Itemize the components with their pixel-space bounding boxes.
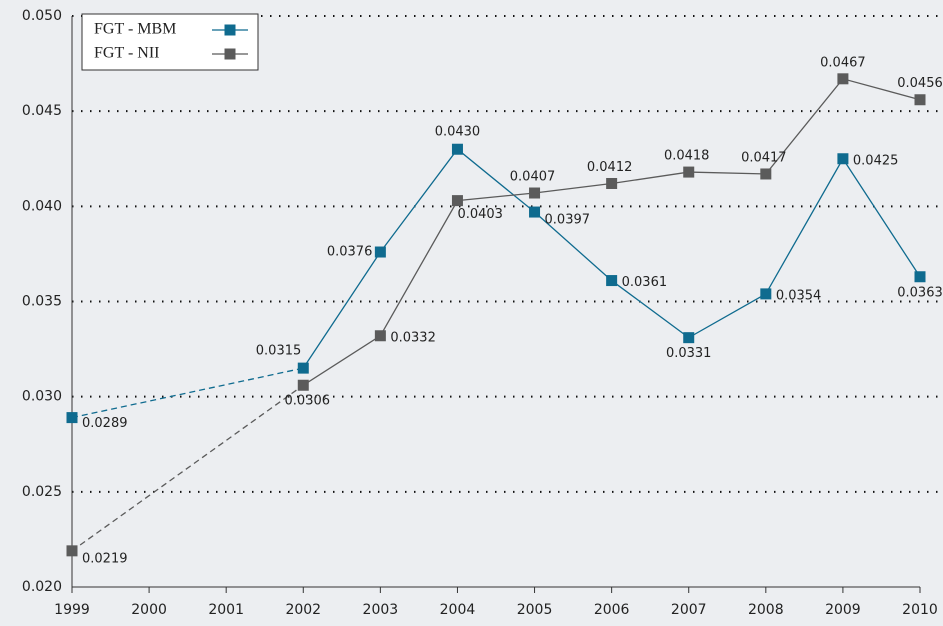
x-tick-label: 2003 [363,602,399,618]
point-marker [451,143,463,155]
point-marker [837,153,849,165]
point-marker [374,330,386,342]
data-label: 0.0354 [776,288,822,303]
x-tick-label: 2001 [208,602,244,618]
x-tick-label: 2002 [285,602,321,618]
x-tick-label: 1999 [54,602,90,618]
x-tick-label: 2007 [671,602,707,618]
y-tick-label: 0.040 [22,198,62,214]
y-tick-label: 0.025 [22,484,62,500]
point-marker [914,271,926,283]
data-label: 0.0467 [820,55,866,70]
data-label: 0.0219 [82,551,128,566]
y-tick-label: 0.050 [22,8,62,24]
data-label: 0.0403 [457,207,503,222]
data-label: 0.0417 [741,150,787,165]
data-label: 0.0331 [666,346,712,361]
legend-label: FGT - NII [94,45,159,62]
point-marker [914,94,926,106]
legend-label: FGT - MBM [94,21,176,38]
point-marker [606,177,618,189]
data-label: 0.0407 [510,170,556,185]
data-label: 0.0289 [82,416,128,431]
legend-box [81,13,259,71]
point-marker [374,246,386,258]
point-marker [529,187,541,199]
point-marker [451,195,463,207]
x-tick-label: 2008 [748,602,784,618]
y-tick-label: 0.030 [22,389,62,405]
point-marker [297,362,309,374]
data-label: 0.0361 [622,275,668,290]
y-tick-label: 0.045 [22,103,62,119]
data-label: 0.0376 [327,245,373,260]
point-marker [683,166,695,178]
point-marker [683,332,695,344]
data-label: 0.0306 [285,394,331,409]
point-marker [837,73,849,85]
x-tick-label: 2005 [517,602,553,618]
point-marker [760,288,772,300]
x-tick-label: 2004 [440,602,476,618]
point-marker [66,545,78,557]
data-label: 0.0456 [897,76,943,91]
point-marker [66,412,78,424]
y-tick-label: 0.035 [22,294,62,310]
data-label: 0.0332 [390,330,436,345]
data-label: 0.0430 [435,125,481,140]
data-label: 0.0412 [587,160,633,175]
data-label: 0.0397 [545,213,591,228]
data-label: 0.0315 [256,344,302,359]
data-label: 0.0363 [897,285,943,300]
x-tick-label: 2009 [825,602,861,618]
point-marker [760,168,772,180]
data-label: 0.0425 [853,153,899,168]
y-tick-label: 0.020 [22,579,62,595]
x-tick-label: 2010 [902,602,938,618]
legend-marker [224,48,236,60]
point-marker [297,379,309,391]
x-tick-label: 2006 [594,602,630,618]
x-tick-label: 2000 [131,602,167,618]
point-marker [529,206,541,218]
data-label: 0.0418 [664,149,710,164]
legend-marker [224,24,236,36]
series-line [71,384,304,552]
legend: FGT - MBM FGT - NII [81,13,259,71]
point-marker [606,275,618,287]
